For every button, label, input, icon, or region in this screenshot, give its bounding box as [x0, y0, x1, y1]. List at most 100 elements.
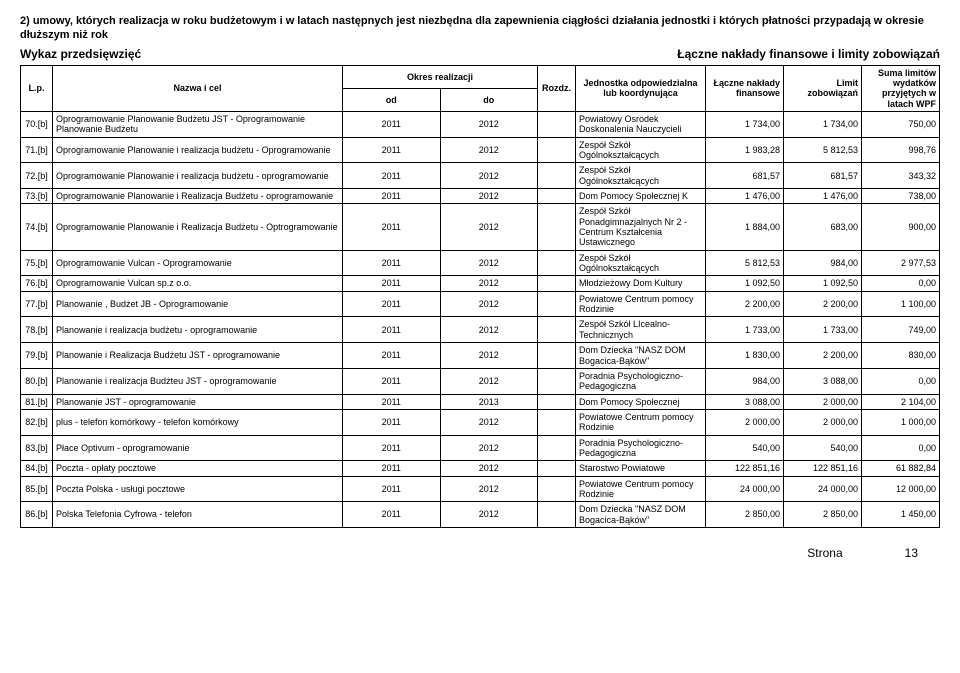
cell-od: 2011: [343, 189, 441, 204]
th-do: do: [440, 88, 538, 111]
cell-suma: 2 977,53: [862, 250, 940, 276]
cell-nazwa: Poczta - opłaty pocztowe: [53, 461, 343, 476]
table-row: 76.[b]Oprogramowanie Vulcan sp.z o.o.201…: [21, 276, 940, 291]
section-title: 2) umowy, których realizacja w roku budż…: [20, 14, 940, 43]
cell-rozdz: [538, 276, 576, 291]
table-row: 85.[b]Poczta Polska - usługi pocztowe201…: [21, 476, 940, 502]
cell-naklady: 2 200,00: [706, 291, 784, 317]
cell-od: 2011: [343, 368, 441, 394]
cell-do: 2012: [440, 291, 538, 317]
cell-suma: 1 000,00: [862, 409, 940, 435]
cell-do: 2012: [440, 368, 538, 394]
cell-jednostka: Zespół Szkół Ponadgimnazjalnych Nr 2 - C…: [576, 204, 706, 250]
cell-nazwa: Oprogramowanie Vulcan - Oprogramowanie: [53, 250, 343, 276]
cell-limit: 5 812,53: [784, 137, 862, 163]
cell-rozdz: [538, 204, 576, 250]
cell-do: 2012: [440, 137, 538, 163]
table-row: 77.[b]Planowanie , Budżet JB - Oprogramo…: [21, 291, 940, 317]
cell-limit: 24 000,00: [784, 476, 862, 502]
cell-nazwa: plus - telefon komórkowy - telefon komór…: [53, 409, 343, 435]
cell-rozdz: [538, 343, 576, 369]
cell-naklady: 1 830,00: [706, 343, 784, 369]
cell-naklady: 1 734,00: [706, 111, 784, 137]
cell-naklady: 681,57: [706, 163, 784, 189]
cell-lp: 75.[b]: [21, 250, 53, 276]
cell-suma: 0,00: [862, 276, 940, 291]
cell-jednostka: Poradnia Psychologiczno-Pedagogiczna: [576, 368, 706, 394]
cell-lp: 80.[b]: [21, 368, 53, 394]
cell-suma: 830,00: [862, 343, 940, 369]
footer-label: Strona: [807, 546, 842, 560]
cell-suma: 2 104,00: [862, 394, 940, 409]
cell-naklady: 984,00: [706, 368, 784, 394]
data-table: L.p. Nazwa i cel Okres realizacji Rozdz.…: [20, 65, 940, 528]
cell-lp: 72.[b]: [21, 163, 53, 189]
cell-nazwa: Poczta Polska - usługi pocztowe: [53, 476, 343, 502]
cell-suma: 12 000,00: [862, 476, 940, 502]
table-row: 78.[b]Planowanie i realizacja budżetu - …: [21, 317, 940, 343]
cell-limit: 984,00: [784, 250, 862, 276]
table-row: 73.[b]Oprogramowanie Planowanie i Realiz…: [21, 189, 940, 204]
table-row: 72.[b]Oprogramowanie Planowanie i realiz…: [21, 163, 940, 189]
cell-jednostka: Zespół Szkół Ogólnokształcących: [576, 163, 706, 189]
cell-naklady: 1 733,00: [706, 317, 784, 343]
cell-jednostka: Powiatowe Centrum pomocy Rodzinie: [576, 291, 706, 317]
footer-page: 13: [870, 546, 918, 560]
cell-lp: 71.[b]: [21, 137, 53, 163]
cell-nazwa: Oprogramowanie Planowanie i realizacja b…: [53, 163, 343, 189]
cell-od: 2011: [343, 276, 441, 291]
cell-do: 2012: [440, 461, 538, 476]
th-od: od: [343, 88, 441, 111]
cell-od: 2011: [343, 204, 441, 250]
table-row: 81.[b]Planowanie JST - oprogramowanie201…: [21, 394, 940, 409]
cell-do: 2012: [440, 250, 538, 276]
table-row: 80.[b]Planowanie i realizacja Budżteu JS…: [21, 368, 940, 394]
cell-nazwa: Planowanie i realizacja budżetu - oprogr…: [53, 317, 343, 343]
cell-limit: 540,00: [784, 435, 862, 461]
th-nazwa: Nazwa i cel: [53, 65, 343, 111]
cell-jednostka: Powiatowy Osrodek Doskonalenia Nauczycie…: [576, 111, 706, 137]
cell-jednostka: Zespół Szkół LIcealno-Technicznych: [576, 317, 706, 343]
cell-nazwa: Planowanie JST - oprogramowanie: [53, 394, 343, 409]
cell-rozdz: [538, 394, 576, 409]
cell-lp: 81.[b]: [21, 394, 53, 409]
cell-suma: 343,32: [862, 163, 940, 189]
cell-naklady: 5 812,53: [706, 250, 784, 276]
cell-suma: 750,00: [862, 111, 940, 137]
table-row: 82.[b]plus - telefon komórkowy - telefon…: [21, 409, 940, 435]
cell-naklady: 540,00: [706, 435, 784, 461]
cell-od: 2011: [343, 291, 441, 317]
cell-limit: 1 733,00: [784, 317, 862, 343]
cell-jednostka: Dom Pomocy Społecznej: [576, 394, 706, 409]
right-subtitle: Łączne nakłady finansowe i limity zobowi…: [677, 47, 940, 61]
cell-do: 2012: [440, 276, 538, 291]
subtitle-row: Wykaz przedsięwzięć Łączne nakłady finan…: [20, 47, 940, 61]
cell-naklady: 2 000,00: [706, 409, 784, 435]
cell-naklady: 1 884,00: [706, 204, 784, 250]
table-row: 84.[b]Poczta - opłaty pocztowe20112012St…: [21, 461, 940, 476]
cell-do: 2012: [440, 163, 538, 189]
cell-nazwa: Polska Telefonia Cyfrowa - telefon: [53, 502, 343, 528]
cell-nazwa: Planowanie i realizacja Budżteu JST - op…: [53, 368, 343, 394]
cell-nazwa: Oprogramowanie Planowanie Budżetu JST - …: [53, 111, 343, 137]
cell-jednostka: Zespół Szkół Ogólnokształcących: [576, 250, 706, 276]
cell-od: 2011: [343, 476, 441, 502]
cell-jednostka: Powiatowe Centrum pomocy Rodzinie: [576, 476, 706, 502]
cell-nazwa: Oprogramowanie Planowanie i Realizacja B…: [53, 204, 343, 250]
cell-do: 2012: [440, 502, 538, 528]
cell-limit: 1 734,00: [784, 111, 862, 137]
th-jednostka: Jednostka odpowiedzialna lub koordynując…: [576, 65, 706, 111]
cell-suma: 61 882,84: [862, 461, 940, 476]
cell-od: 2011: [343, 409, 441, 435]
cell-rozdz: [538, 163, 576, 189]
cell-lp: 86.[b]: [21, 502, 53, 528]
th-okres: Okres realizacji: [343, 65, 538, 88]
th-naklady: Łączne nakłady finansowe: [706, 65, 784, 111]
cell-od: 2011: [343, 343, 441, 369]
cell-lp: 76.[b]: [21, 276, 53, 291]
cell-jednostka: Młodzieżowy Dom Kultury: [576, 276, 706, 291]
cell-rozdz: [538, 291, 576, 317]
cell-jednostka: Poradnia Psychologiczno-Pedagogiczna: [576, 435, 706, 461]
cell-lp: 82.[b]: [21, 409, 53, 435]
table-row: 71.[b]Oprogramowanie Planowanie i realiz…: [21, 137, 940, 163]
